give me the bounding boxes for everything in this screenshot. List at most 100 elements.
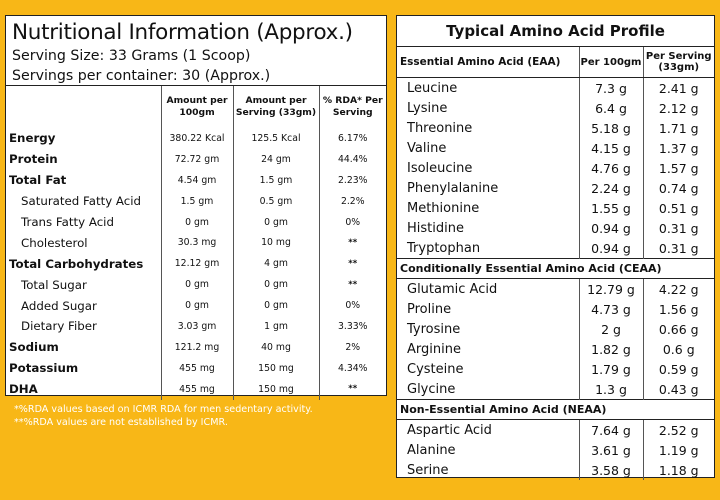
per-serving-value: 150 mg bbox=[232, 378, 319, 400]
per-serving-value: 0.51 g bbox=[642, 198, 714, 218]
per-serving-value: 4 gm bbox=[232, 253, 319, 275]
per100-value: 455 mg bbox=[160, 357, 233, 379]
per-serving-value: 10 mg bbox=[232, 232, 319, 254]
nutrition-header-row: Amount per 100gm Amount per Serving (33gm)… bbox=[6, 86, 386, 128]
per100-value: 72.72 gm bbox=[160, 148, 233, 170]
amino-row: Isoleucine 4.76 g 1.57 g bbox=[397, 158, 714, 178]
amino-title: Typical Amino Acid Profile bbox=[397, 16, 714, 47]
nutrition-row: Energy 380.22 Kcal 125.5 Kcal 6.17% bbox=[6, 128, 386, 149]
amino-name: Lysine bbox=[407, 100, 448, 116]
amino-name: Aspartic Acid bbox=[407, 422, 492, 438]
per100-value: 5.18 g bbox=[578, 118, 643, 138]
per100-value: 12.12 gm bbox=[160, 253, 233, 275]
per100-value: 0.94 g bbox=[578, 238, 643, 259]
rda-column-header: % RDA* Per Serving bbox=[318, 86, 386, 128]
per-serving-value: 125.5 Kcal bbox=[232, 128, 319, 149]
per100-value: 3.61 g bbox=[578, 440, 643, 460]
amino-row: Phenylalanine 2.24 g 0.74 g bbox=[397, 178, 714, 198]
per100-value: 1.79 g bbox=[578, 359, 643, 379]
nutrient-label: Energy bbox=[9, 131, 56, 146]
amino-name: Glutamic Acid bbox=[407, 281, 498, 297]
amino-header-row: Essential Amino Acid (EAA) Per 100gm Per… bbox=[397, 47, 714, 78]
per100-value: 3.03 gm bbox=[160, 316, 233, 337]
amino-name: Proline bbox=[407, 301, 452, 317]
per100-value: 6.4 g bbox=[578, 98, 643, 118]
per100-value: 0 gm bbox=[160, 295, 233, 317]
per100-value: 1.5 gm bbox=[160, 190, 233, 212]
servings-per-container: Servings per container: 30 (Approx.) bbox=[12, 68, 271, 84]
per-serving-value: 0 gm bbox=[232, 295, 319, 317]
nutrient-label: DHA bbox=[9, 382, 38, 397]
per100-value: 380.22 Kcal bbox=[160, 128, 233, 149]
amino-row: Tyrosine 2 g 0.66 g bbox=[397, 319, 714, 339]
rda-value: 4.34% bbox=[318, 357, 386, 379]
nutrition-row: Total Sugar 0 gm 0 gm ** bbox=[6, 274, 386, 296]
neaa-section: Non-Essential Amino Acid (NEAA) bbox=[397, 399, 714, 420]
amino-row: Methionine 1.55 g 0.51 g bbox=[397, 198, 714, 218]
per100-value: 4.76 g bbox=[578, 158, 643, 178]
rda-value: ** bbox=[318, 274, 386, 296]
per100-value: 121.2 mg bbox=[160, 336, 233, 358]
per100-value: 2.24 g bbox=[578, 178, 643, 198]
amino-name: Valine bbox=[407, 140, 447, 156]
per-serving-value: 2.41 g bbox=[642, 77, 714, 98]
nutrient-label: Potassium bbox=[9, 361, 79, 376]
rda-value: 6.17% bbox=[318, 128, 386, 149]
footnotes: *%RDA values based on ICMR RDA for men s… bbox=[14, 403, 313, 429]
per100-column-header: Per 100gm bbox=[578, 47, 643, 78]
per-serving-value: 0.59 g bbox=[642, 359, 714, 379]
amino-row: Glycine 1.3 g 0.43 g bbox=[397, 379, 714, 400]
amino-row: Lysine 6.4 g 2.12 g bbox=[397, 98, 714, 118]
nutrient-label: Sodium bbox=[9, 340, 59, 355]
per-serving-value: 0.74 g bbox=[642, 178, 714, 198]
per100-value: 455 mg bbox=[160, 378, 233, 400]
per100-value: 3.58 g bbox=[578, 460, 643, 480]
nutrient-label: Cholesterol bbox=[21, 235, 88, 250]
per-serving-value: 2.12 g bbox=[642, 98, 714, 118]
per-serving-value: 150 mg bbox=[232, 357, 319, 379]
amino-name: Tryptophan bbox=[407, 240, 481, 256]
rda-value: 44.4% bbox=[318, 148, 386, 170]
per100-value: 4.15 g bbox=[578, 138, 643, 158]
amino-row: Arginine 1.82 g 0.6 g bbox=[397, 339, 714, 359]
nutrient-label: Saturated Fatty Acid bbox=[21, 194, 142, 209]
per-serving-column-header: Per Serving (33gm) bbox=[642, 47, 714, 78]
per-serving-value: 0.66 g bbox=[642, 319, 714, 339]
amino-row: Threonine 5.18 g 1.71 g bbox=[397, 118, 714, 138]
per-serving-value: 0 gm bbox=[232, 211, 319, 233]
per-serving-value: 1.71 g bbox=[642, 118, 714, 138]
ceaa-section-title: Conditionally Essential Amino Acid (CEAA… bbox=[397, 258, 714, 279]
amino-name: Glycine bbox=[407, 381, 456, 397]
per-serving-value: 40 mg bbox=[232, 336, 319, 358]
eaa-column-header: Essential Amino Acid (EAA) bbox=[397, 47, 579, 78]
nutrient-label: Trans Fatty Acid bbox=[21, 215, 114, 229]
amino-row: Leucine 7.3 g 2.41 g bbox=[397, 77, 714, 98]
nutrient-label: Total Sugar bbox=[21, 277, 87, 292]
per-serving-value: 1.56 g bbox=[642, 299, 714, 319]
amino-row: Tryptophan 0.94 g 0.31 g bbox=[397, 238, 714, 259]
per100-value: 1.3 g bbox=[578, 379, 643, 400]
amino-row: Cysteine 1.79 g 0.59 g bbox=[397, 359, 714, 379]
per100-column-header: Amount per 100gm bbox=[160, 86, 233, 128]
rda-value: 0% bbox=[318, 211, 386, 233]
per-serving-value: 0 gm bbox=[232, 274, 319, 296]
rda-value: ** bbox=[318, 378, 386, 400]
per-serving-value: 1.37 g bbox=[642, 138, 714, 158]
neaa-section-title: Non-Essential Amino Acid (NEAA) bbox=[397, 399, 714, 420]
amino-name: Isoleucine bbox=[407, 160, 473, 176]
per100-value: 0 gm bbox=[160, 274, 233, 296]
amino-name: Cysteine bbox=[407, 361, 464, 377]
nutrient-label: Total Fat bbox=[9, 173, 67, 188]
per100-value: 4.54 gm bbox=[160, 169, 233, 191]
amino-name: Methionine bbox=[407, 200, 480, 216]
amino-name: Tyrosine bbox=[407, 321, 461, 337]
nutrient-label: Dietary Fiber bbox=[21, 319, 97, 334]
per100-value: 4.73 g bbox=[578, 299, 643, 319]
nutrition-row: Total Carbohydrates 12.12 gm 4 gm ** bbox=[6, 253, 386, 275]
rda-value: 2% bbox=[318, 336, 386, 358]
per-serving-value: 0.31 g bbox=[642, 218, 714, 238]
footnote-not-established: **%RDA values are not established by ICM… bbox=[14, 417, 228, 428]
per100-value: 1.82 g bbox=[578, 339, 643, 359]
nutrition-row: Total Fat 4.54 gm 1.5 gm 2.23% bbox=[6, 169, 386, 191]
per-serving-column-header: Amount per Serving (33gm) bbox=[232, 86, 319, 128]
